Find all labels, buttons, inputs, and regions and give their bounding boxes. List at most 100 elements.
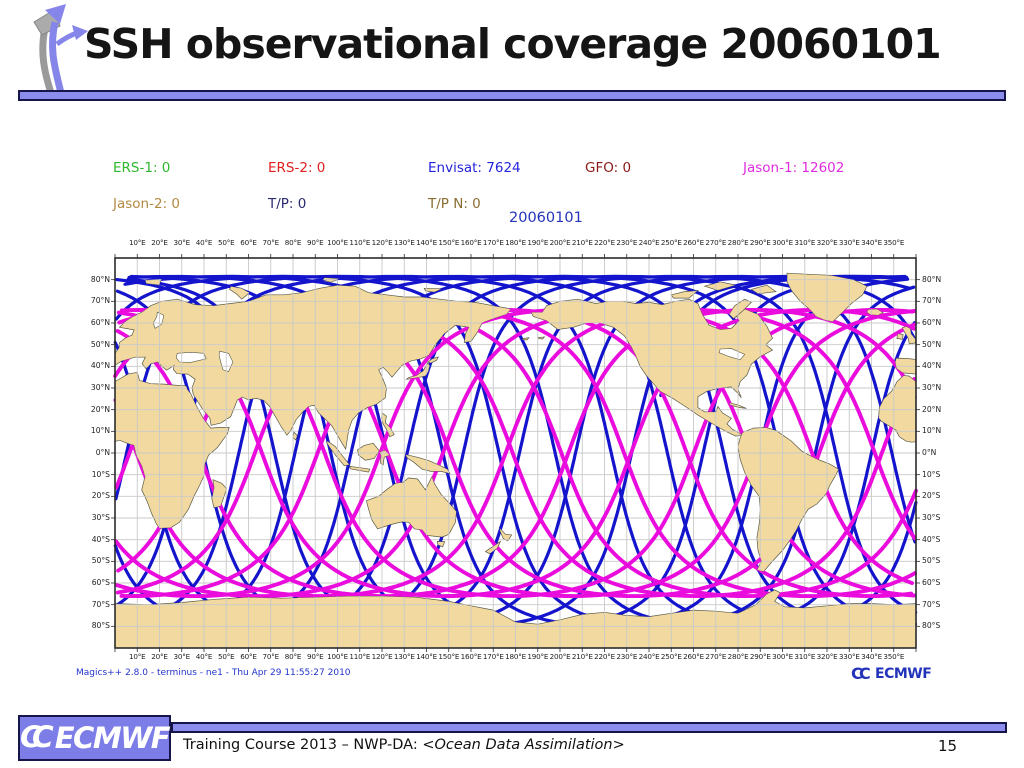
- lat-tick-label-right: 50°S: [922, 556, 941, 566]
- lat-tick-label-left: 70°N: [90, 296, 110, 306]
- ecmwf-globe-icon: C C: [20, 721, 54, 754]
- svg-text:C: C: [32, 721, 54, 754]
- lon-tick-label-top: 30°E: [173, 238, 191, 247]
- lon-tick-label-bottom: 10°E: [129, 652, 146, 661]
- lat-tick-label-left: 50°N: [90, 339, 110, 349]
- lat-tick-label-right: 20°N: [922, 404, 942, 414]
- lon-tick-label-top: 330°E: [838, 238, 860, 247]
- legend-item-ers-2: ERS-2: 0: [268, 160, 326, 176]
- lon-tick-label-bottom: 190°E: [527, 652, 549, 661]
- lon-tick-label-top: 170°E: [482, 238, 504, 247]
- lon-tick-label-top: 120°E: [371, 238, 393, 247]
- lon-tick-label-top: 190°E: [527, 238, 549, 247]
- lon-tick-label-bottom: 30°E: [173, 652, 191, 661]
- lon-tick-label-top: 80°E: [284, 238, 302, 247]
- lon-tick-label-bottom: 310°E: [794, 652, 816, 661]
- lon-tick-label-top: 60°E: [240, 238, 257, 247]
- lon-tick-label-bottom: 110°E: [349, 652, 371, 661]
- lat-tick-label-right: 50°N: [922, 339, 942, 349]
- lon-tick-label-top: 40°E: [195, 238, 213, 247]
- lat-tick-label-left: 20°N: [90, 404, 110, 414]
- lon-tick-label-bottom: 200°E: [549, 652, 571, 661]
- lon-tick-label-bottom: 120°E: [371, 652, 393, 661]
- lon-tick-label-top: 180°E: [505, 238, 526, 247]
- page-title: SSH observational coverage 20060101: [84, 20, 942, 68]
- footer-text: Training Course 2013 – NWP-DA: <Ocean Da…: [183, 737, 625, 753]
- lon-tick-label-top: 200°E: [549, 238, 571, 247]
- svg-text:C: C: [859, 665, 871, 682]
- legend-item-t-p-n: T/P N: 0: [428, 196, 481, 212]
- lat-tick-label-right: 80°N: [922, 274, 942, 284]
- lat-tick-label-left: 60°N: [90, 318, 110, 327]
- lon-tick-label-bottom: 140°E: [416, 652, 437, 661]
- lat-tick-label-left: 20°S: [91, 491, 110, 501]
- lon-tick-label-bottom: 180°E: [505, 652, 526, 661]
- lon-tick-label-top: 150°E: [438, 238, 460, 247]
- lat-tick-label-left: 40°S: [91, 534, 110, 544]
- lon-tick-label-top: 140°E: [416, 238, 437, 247]
- lat-tick-label-right: 30°S: [922, 513, 941, 522]
- lon-tick-label-bottom: 80°E: [284, 652, 302, 661]
- ecmwf-map-logo: C C ECMWF: [851, 665, 932, 682]
- track-layer: [113, 274, 918, 632]
- lon-tick-label-top: 270°E: [705, 238, 727, 247]
- lat-tick-label-right: 70°S: [922, 599, 941, 609]
- lon-tick-label-top: 290°E: [749, 238, 771, 247]
- lon-tick-label-bottom: 50°E: [218, 652, 235, 661]
- lat-tick-label-right: 70°N: [922, 296, 942, 306]
- footer-logo-text: ECMWF: [54, 721, 171, 755]
- lon-tick-label-top: 110°E: [349, 238, 371, 247]
- lon-tick-label-bottom: 270°E: [705, 652, 727, 661]
- lon-tick-label-bottom: 60°E: [240, 652, 257, 661]
- lat-tick-label-right: 60°S: [922, 578, 941, 587]
- lon-tick-label-top: 20°E: [151, 238, 168, 247]
- lon-tick-label-bottom: 320°E: [816, 652, 838, 661]
- lon-tick-label-bottom: 300°E: [772, 652, 793, 661]
- title-divider: [18, 90, 1006, 101]
- lat-tick-label-right: 80°S: [922, 621, 941, 631]
- legend-item-envisat: Envisat: 7624: [428, 160, 521, 176]
- lat-tick-label-left: 30°N: [90, 383, 110, 392]
- lon-tick-label-bottom: 160°E: [460, 652, 482, 661]
- lat-tick-label-right: 10°N: [922, 426, 942, 436]
- lon-tick-label-bottom: 40°E: [195, 652, 213, 661]
- legend-item-ers-1: ERS-1: 0: [113, 160, 171, 176]
- lat-tick-label-left: 80°S: [91, 621, 110, 631]
- lon-tick-label-top: 280°E: [727, 238, 749, 247]
- footer-course-text: Training Course 2013 – NWP-DA:: [183, 737, 423, 753]
- lon-tick-label-top: 10°E: [129, 238, 146, 247]
- footer-topic-text: <Ocean Data Assimilation>: [422, 737, 625, 753]
- legend-item-jason-1: Jason-1: 12602: [743, 160, 845, 176]
- lon-tick-label-top: 220°E: [594, 238, 615, 247]
- lon-tick-label-top: 320°E: [816, 238, 838, 247]
- legend-item-gfo: GFO: 0: [585, 160, 632, 176]
- lon-tick-label-top: 240°E: [638, 238, 660, 247]
- lon-tick-label-bottom: 240°E: [638, 652, 660, 661]
- svg-text:C: C: [20, 721, 42, 754]
- lat-tick-label-left: 70°S: [91, 599, 110, 609]
- magics-caption: Magics++ 2.8.0 - terminus - ne1 - Thu Ap…: [76, 668, 351, 678]
- legend-item-t-p: T/P: 0: [268, 196, 307, 212]
- lon-tick-label-top: 210°E: [571, 238, 593, 247]
- lon-tick-label-bottom: 90°E: [307, 652, 324, 661]
- lon-tick-label-bottom: 350°E: [883, 652, 905, 661]
- lon-tick-label-bottom: 70°E: [262, 652, 280, 661]
- lon-tick-label-bottom: 340°E: [861, 652, 882, 661]
- lat-tick-label-right: 30°N: [922, 383, 942, 392]
- lon-tick-label-top: 90°E: [307, 238, 324, 247]
- footer-ecmwf-logo: C C ECMWF: [18, 715, 171, 761]
- lon-tick-label-top: 340°E: [861, 238, 882, 247]
- lon-tick-label-top: 130°E: [393, 238, 415, 247]
- lat-tick-label-left: 60°S: [91, 578, 110, 587]
- lon-tick-label-bottom: 330°E: [838, 652, 860, 661]
- lat-tick-label-right: 10°S: [922, 469, 941, 479]
- ecmwf-flag-logo: [33, 4, 88, 96]
- lat-tick-label-right: 0°N: [922, 448, 937, 457]
- lon-tick-label-top: 230°E: [616, 238, 638, 247]
- track-jason-1: [113, 307, 918, 599]
- lon-tick-label-top: 100°E: [327, 238, 348, 247]
- svg-text:C: C: [851, 665, 863, 682]
- lat-tick-label-right: 60°N: [922, 318, 942, 327]
- lat-tick-label-right: 40°N: [922, 361, 942, 371]
